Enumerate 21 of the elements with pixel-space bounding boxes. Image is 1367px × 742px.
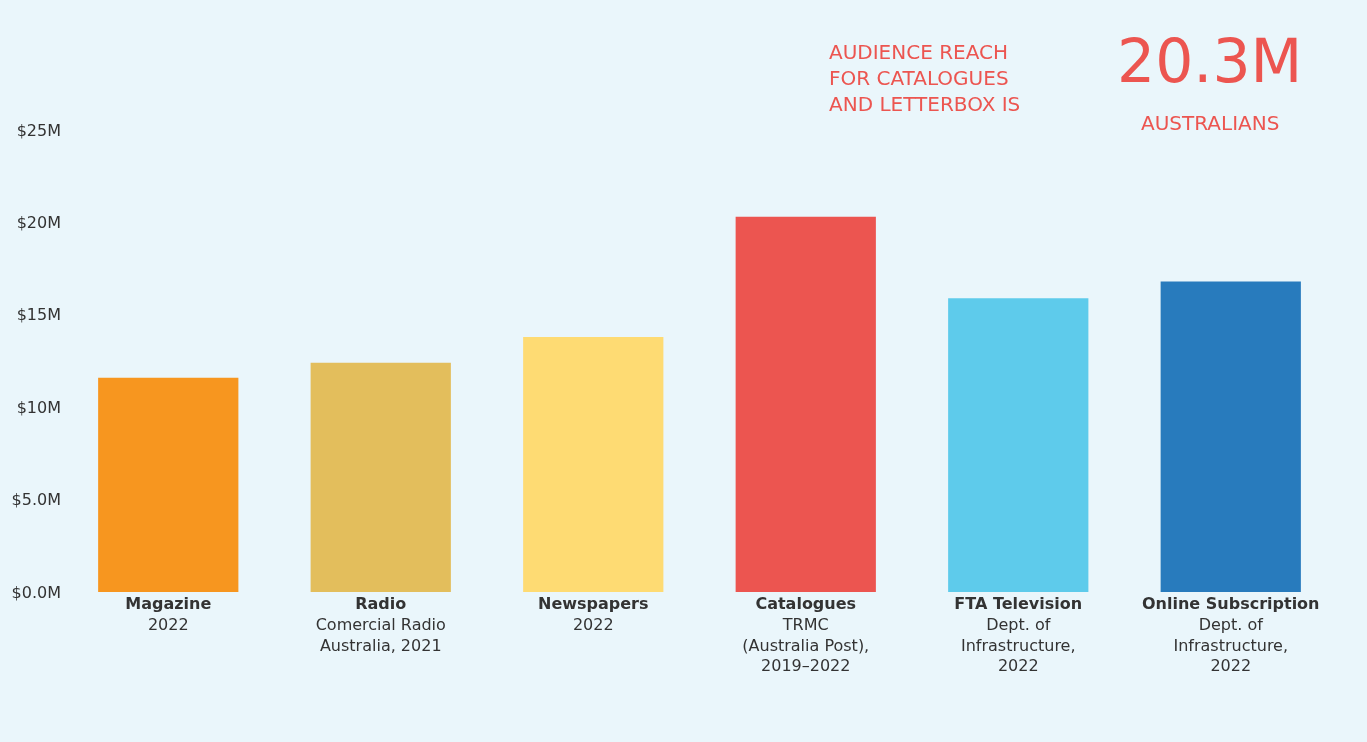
y-tick-label: $0.0M bbox=[11, 582, 61, 602]
bar bbox=[98, 377, 239, 592]
x-tick-label: Newspapers 2022 bbox=[537, 594, 649, 634]
bar bbox=[948, 298, 1089, 592]
x-tick-label: Catalogues TRMC (Australia Post), 2019–2022 bbox=[742, 594, 870, 676]
x-tick-label: Online Subscription Dept. of Infrastructure, 2022 bbox=[1142, 594, 1320, 676]
x-tick-label: FTA Television Dept. of Infrastructure, 2022 bbox=[954, 594, 1083, 676]
text: AUDIENCE REACH FOR CATALOGUES AND LETTERBOX IS bbox=[829, 40, 1021, 116]
bar bbox=[523, 336, 664, 592]
bar bbox=[310, 362, 451, 592]
bar bbox=[1160, 281, 1301, 592]
y-tick-label: $5.0M bbox=[11, 490, 61, 510]
y-tick-label: $20M bbox=[16, 213, 61, 232]
annotation: AUSTRALIANS bbox=[1141, 111, 1280, 135]
y-tick-label: $15M bbox=[16, 305, 61, 325]
x-tick-label: Radio Comercial Radio Australia, 2021 bbox=[315, 594, 446, 655]
x-tick-label: Magazine 2022 bbox=[125, 594, 212, 634]
y-tick-label: $25M bbox=[16, 120, 61, 140]
y-tick-label: $10M bbox=[16, 397, 61, 417]
bar bbox=[735, 216, 876, 592]
text: 20.3M bbox=[1117, 26, 1303, 96]
